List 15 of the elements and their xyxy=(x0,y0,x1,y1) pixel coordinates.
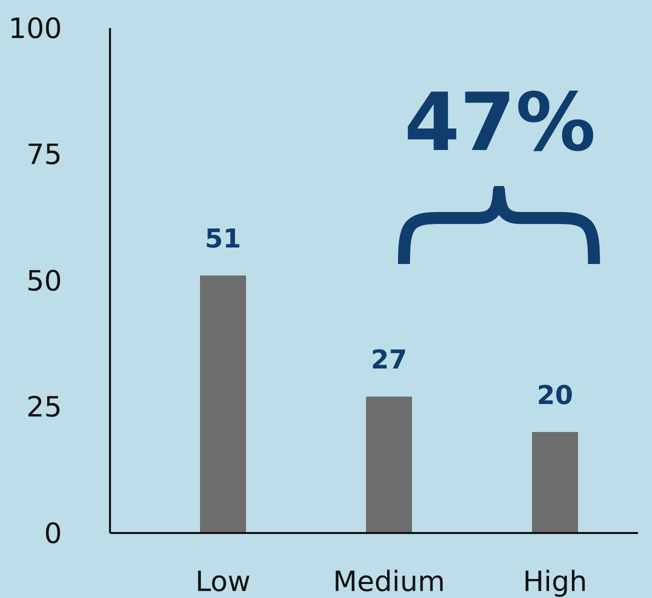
y-tick-label: 50 xyxy=(26,264,62,298)
bar xyxy=(366,396,412,533)
data-label: 51 xyxy=(204,224,242,254)
y-tick-label: 0 xyxy=(44,516,62,550)
annotation: 47% xyxy=(403,76,597,169)
y-tick-label: 25 xyxy=(26,390,62,424)
y-tick-label: 75 xyxy=(26,138,62,172)
data-label: 20 xyxy=(536,381,574,411)
data-label: 27 xyxy=(370,346,408,376)
bar xyxy=(532,432,578,533)
x-tick-label: High xyxy=(522,564,588,598)
y-tick-label: 100 xyxy=(8,12,62,45)
x-tick-label: Low xyxy=(195,564,251,598)
bar xyxy=(200,275,246,533)
x-tick-label: Medium xyxy=(333,564,445,598)
